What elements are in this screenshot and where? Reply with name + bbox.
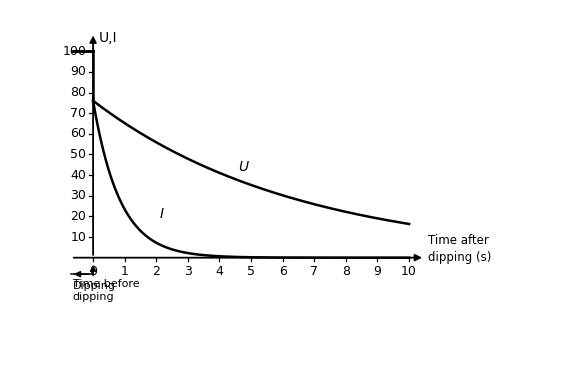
Text: U,I: U,I — [99, 31, 118, 45]
Text: 3: 3 — [184, 265, 192, 278]
Text: 90: 90 — [70, 65, 86, 78]
Text: Time after
dipping (s): Time after dipping (s) — [428, 234, 492, 265]
Text: 80: 80 — [70, 86, 86, 99]
Text: 4: 4 — [216, 265, 223, 278]
Text: 40: 40 — [70, 169, 86, 181]
Text: I: I — [159, 208, 164, 222]
Text: 60: 60 — [70, 127, 86, 140]
Text: 1: 1 — [121, 265, 129, 278]
Text: Time before
dipping: Time before dipping — [72, 279, 139, 302]
Text: 9: 9 — [373, 265, 381, 278]
Text: 30: 30 — [70, 189, 86, 202]
Text: 100: 100 — [62, 45, 86, 58]
Text: U: U — [238, 160, 249, 174]
Text: 50: 50 — [70, 148, 86, 161]
Text: 6: 6 — [279, 265, 286, 278]
Text: 10: 10 — [70, 231, 86, 243]
Text: 2: 2 — [153, 265, 160, 278]
Text: 8: 8 — [342, 265, 350, 278]
Text: 5: 5 — [247, 265, 255, 278]
Text: 70: 70 — [70, 107, 86, 120]
Text: 7: 7 — [310, 265, 318, 278]
Text: 10: 10 — [401, 265, 417, 278]
Text: Dipping: Dipping — [73, 281, 116, 291]
Text: 20: 20 — [70, 210, 86, 223]
Text: 0: 0 — [89, 265, 97, 278]
